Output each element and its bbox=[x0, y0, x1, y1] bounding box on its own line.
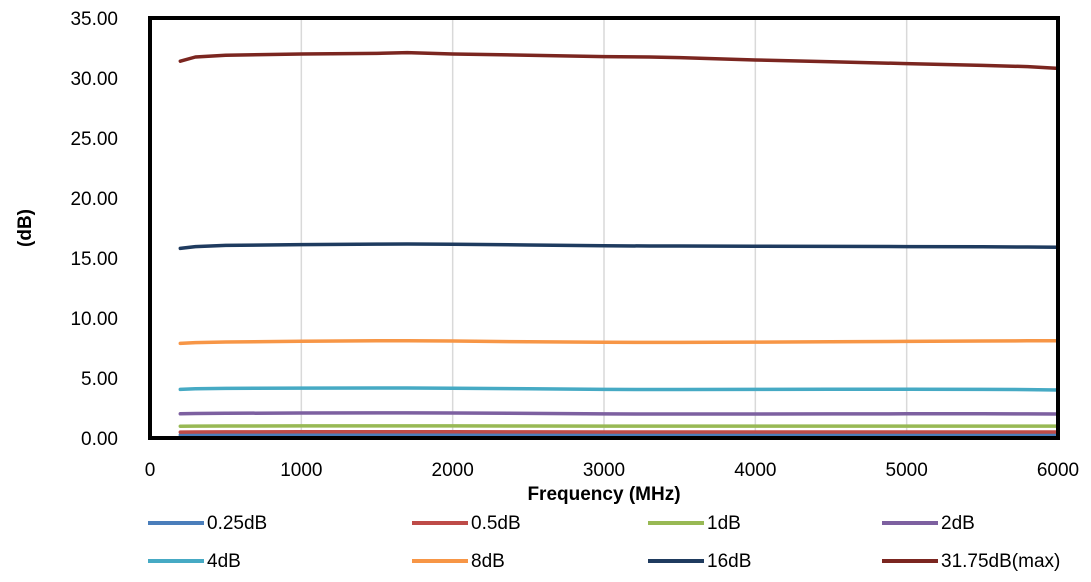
x-tick-label: 3000 bbox=[583, 460, 625, 481]
legend-label: 2dB bbox=[941, 513, 975, 534]
y-tick-label: 25.00 bbox=[70, 129, 118, 150]
plot-border bbox=[148, 16, 1060, 440]
legend-label: 4dB bbox=[207, 551, 241, 572]
y-axis-ticks: 0.00 5.00 10.00 15.00 20.00 25.00 30.00 35.00 bbox=[70, 9, 118, 450]
x-tick-label: 2000 bbox=[432, 460, 474, 481]
series-line-16db bbox=[178, 242, 1060, 251]
legend-label: 0.25dB bbox=[207, 513, 267, 534]
x-tick-label: 0 bbox=[145, 460, 156, 481]
x-tick-label: 5000 bbox=[886, 460, 928, 481]
y-tick-label: 0.00 bbox=[81, 429, 118, 450]
legend-label: 8dB bbox=[471, 551, 505, 572]
x-axis-title: Frequency (MHz) bbox=[527, 484, 680, 505]
x-tick-label: 1000 bbox=[280, 460, 322, 481]
x-tick-label: 6000 bbox=[1037, 460, 1079, 481]
legend: 0.25dB 0.5dB 1dB 2dB 4dB 8dB 16dB 31.75dB(max) bbox=[148, 513, 1060, 572]
legend-label: 31.75dB(max) bbox=[941, 551, 1060, 572]
legend-label: 0.5dB bbox=[471, 513, 521, 534]
y-axis-title: (dB) bbox=[15, 209, 36, 247]
x-tick-label: 4000 bbox=[734, 460, 776, 481]
series-line-2db bbox=[178, 411, 1060, 416]
legend-label: 16dB bbox=[707, 551, 751, 572]
y-tick-label: 10.00 bbox=[70, 309, 118, 330]
y-tick-label: 30.00 bbox=[70, 69, 118, 90]
y-tick-label: 5.00 bbox=[81, 369, 118, 390]
y-tick-label: 15.00 bbox=[70, 249, 118, 270]
series-lines bbox=[178, 50, 1060, 437]
series-line-4db bbox=[178, 386, 1060, 392]
legend-label: 1dB bbox=[707, 513, 741, 534]
x-axis-ticks: 0 1000 2000 3000 4000 5000 6000 bbox=[145, 460, 1079, 481]
series-line-31.75db-max- bbox=[178, 50, 1060, 71]
grid-lines bbox=[179, 18, 1029, 438]
series-line-8db bbox=[178, 339, 1060, 346]
y-tick-label: 20.00 bbox=[70, 189, 118, 210]
y-tick-label: 35.00 bbox=[70, 9, 118, 30]
